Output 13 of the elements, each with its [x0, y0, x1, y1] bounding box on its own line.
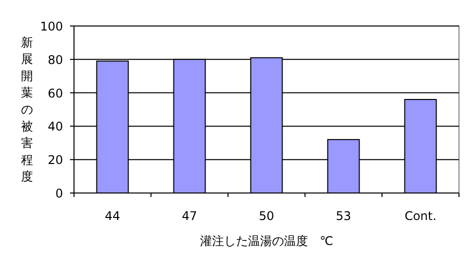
y-tick-label: 100 — [40, 20, 63, 34]
y-tick-label: 40 — [48, 120, 63, 134]
x-tick-label: 53 — [336, 209, 352, 223]
x-tick-label: Cont. — [404, 209, 436, 223]
x-tick-label: 47 — [182, 209, 198, 223]
x-axis-title: 灌注した温湯の温度 ℃ — [200, 234, 334, 248]
x-tick-label: 50 — [258, 209, 274, 223]
y-tick-label: 80 — [48, 52, 63, 67]
y-tick-label: 0 — [55, 186, 63, 200]
y-tick-label: 60 — [48, 86, 63, 100]
y-tick-label: 20 — [48, 153, 63, 168]
text: 新展開葉の被害程度 — [21, 35, 33, 184]
x-tick-label: 44 — [104, 209, 120, 223]
